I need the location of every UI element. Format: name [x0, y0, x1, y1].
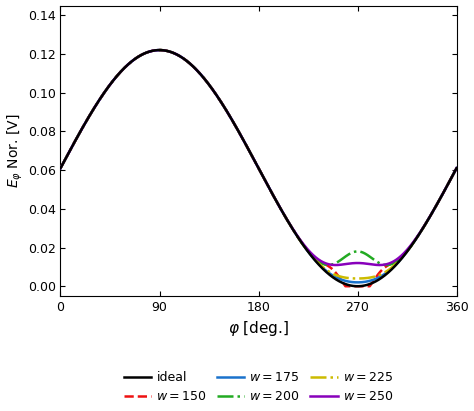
$w = 200$ — [416, 232, 422, 237]
$w = 225$ — [143, 51, 148, 55]
$w = 175$ — [454, 166, 459, 171]
$w = 150$ — [343, 284, 348, 289]
$w = 150$ — [58, 166, 64, 171]
$w = 250$ — [377, 263, 383, 268]
$w = 200$ — [297, 238, 303, 243]
$w = 150$ — [416, 232, 422, 237]
$w = 175$ — [304, 248, 310, 253]
$w = 200$ — [454, 166, 459, 171]
$w = 200$ — [58, 166, 64, 171]
$w = 250$ — [168, 50, 174, 55]
$w = 225$ — [355, 276, 360, 281]
$w = 175$ — [168, 50, 174, 55]
Line: ideal: ideal — [61, 50, 456, 286]
Line: $w = 150$: $w = 150$ — [61, 50, 456, 286]
$w = 175$ — [355, 280, 360, 285]
$w = 250$ — [304, 246, 310, 251]
Line: $w = 200$: $w = 200$ — [61, 50, 456, 265]
ideal — [58, 166, 64, 171]
ideal — [416, 232, 422, 237]
$w = 200$ — [454, 166, 459, 171]
$w = 175$ — [416, 232, 422, 237]
$w = 175$ — [297, 238, 303, 243]
$w = 225$ — [157, 48, 163, 53]
$w = 150$ — [168, 50, 174, 55]
$w = 250$ — [297, 237, 303, 242]
$w = 150$ — [157, 48, 163, 53]
$w = 225$ — [168, 50, 174, 55]
$w = 175$ — [58, 166, 64, 171]
$w = 250$ — [454, 166, 459, 171]
$w = 225$ — [304, 247, 310, 252]
X-axis label: $\varphi$ [deg.]: $\varphi$ [deg.] — [228, 319, 289, 338]
$w = 150$ — [304, 247, 310, 252]
ideal — [454, 166, 459, 171]
Y-axis label: $E_{\varphi}$ Nor. [V]: $E_{\varphi}$ Nor. [V] — [6, 113, 25, 188]
$w = 200$ — [326, 263, 331, 268]
$w = 250$ — [454, 166, 459, 171]
$w = 175$ — [454, 166, 459, 171]
$w = 150$ — [297, 238, 303, 243]
$w = 225$ — [454, 166, 459, 171]
Line: $w = 225$: $w = 225$ — [61, 50, 456, 279]
Line: $w = 175$: $w = 175$ — [61, 50, 456, 282]
$w = 250$ — [157, 48, 163, 53]
Line: $w = 250$: $w = 250$ — [61, 50, 456, 265]
$w = 225$ — [416, 232, 422, 237]
$w = 175$ — [143, 51, 148, 55]
$w = 200$ — [143, 51, 148, 55]
ideal — [297, 238, 303, 243]
$w = 150$ — [454, 166, 459, 171]
$w = 225$ — [454, 166, 459, 171]
$w = 250$ — [58, 166, 64, 171]
$w = 200$ — [157, 48, 163, 53]
ideal — [157, 48, 163, 53]
Legend: ideal, $w = 150$, $w = 175$, $w = 200$, $w = 225$, $w = 250$: ideal, $w = 150$, $w = 175$, $w = 200$, … — [119, 366, 398, 408]
ideal — [355, 284, 360, 289]
$w = 250$ — [416, 231, 422, 236]
$w = 200$ — [168, 50, 174, 55]
ideal — [454, 166, 459, 171]
$w = 150$ — [143, 51, 148, 55]
$w = 150$ — [454, 166, 459, 171]
ideal — [168, 50, 174, 55]
$w = 225$ — [58, 166, 64, 171]
$w = 200$ — [304, 247, 310, 252]
$w = 225$ — [297, 238, 303, 243]
$w = 250$ — [143, 51, 148, 55]
ideal — [304, 248, 310, 253]
ideal — [143, 51, 148, 55]
$w = 175$ — [157, 48, 163, 53]
